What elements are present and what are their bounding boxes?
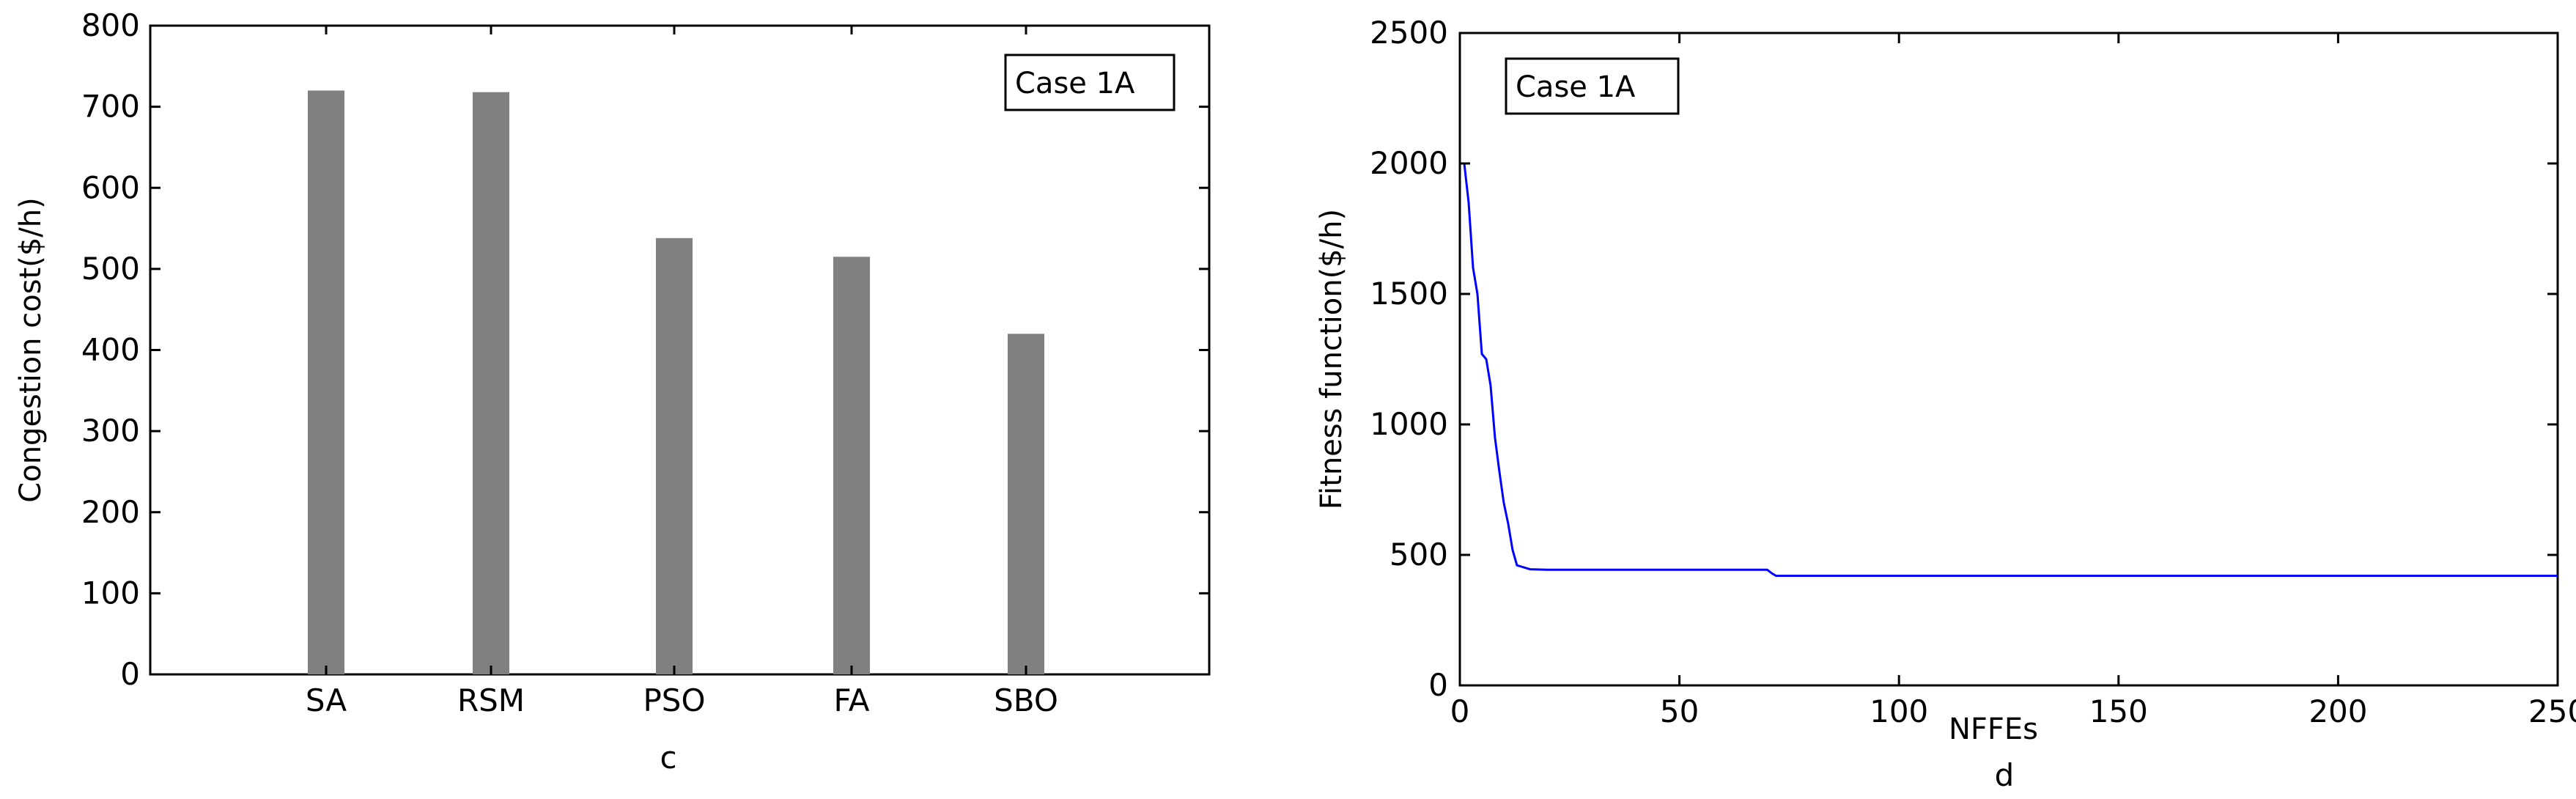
chart-d-x-tick-label: 50 bbox=[1660, 693, 1699, 729]
chart-d-series-line bbox=[1460, 162, 2558, 577]
fitness-function-line-chart: 05010015020025005001000150020002500 Case… bbox=[1315, 15, 2576, 793]
chart-c-y-tick-label: 700 bbox=[81, 89, 140, 125]
chart-d-y-tick-label: 2500 bbox=[1370, 15, 1448, 51]
bar-sbo bbox=[1008, 334, 1044, 674]
chart-c-y-tick-label: 800 bbox=[81, 7, 140, 43]
chart-c-y-axis-label: Congestion cost($/h) bbox=[14, 197, 48, 502]
bar-fa bbox=[833, 257, 870, 674]
chart-d-y-tick-label: 500 bbox=[1390, 537, 1448, 572]
chart-d-x-tick-label: 250 bbox=[2528, 693, 2576, 729]
bar-pso bbox=[656, 238, 693, 674]
chart-c-y-tick-label: 300 bbox=[81, 413, 140, 449]
chart-d-panel-label: d bbox=[1995, 757, 2015, 793]
chart-c-y-tick-label: 100 bbox=[81, 575, 140, 611]
chart-d-y-tick-label: 1500 bbox=[1370, 276, 1448, 312]
chart-c-x-tick-label: RSM bbox=[457, 682, 525, 718]
chart-c-x-tick-label: SBO bbox=[994, 682, 1058, 718]
bar-sa bbox=[308, 90, 344, 674]
chart-d-legend: Case 1A bbox=[1505, 57, 1680, 115]
chart-c-legend: Case 1A bbox=[1004, 54, 1176, 111]
chart-d-x-tick-label: 150 bbox=[2089, 693, 2148, 729]
chart-d-y-tick-label: 2000 bbox=[1370, 145, 1448, 181]
chart-c-y-tick-label: 0 bbox=[120, 656, 140, 692]
chart-c-legend-text: Case 1A bbox=[1015, 67, 1135, 100]
chart-c-y-tick-label: 500 bbox=[81, 251, 140, 287]
chart-d-x-axis-label: NFFEs bbox=[1949, 713, 2038, 746]
chart-c-ticks: SA RSM PSO FA SBO 0 100 200 300 400 500 600 700 800 bbox=[81, 7, 1209, 718]
chart-d-legend-text: Case 1A bbox=[1516, 70, 1636, 104]
chart-c-x-tick-label: PSO bbox=[643, 682, 705, 718]
chart-d-y-axis-label: Fitness function($/h) bbox=[1315, 209, 1348, 509]
chart-c-panel-label: c bbox=[660, 740, 676, 776]
congestion-cost-bar-chart: SA RSM PSO FA SBO 0 100 200 300 400 500 600 700 800 C… bbox=[14, 7, 1211, 776]
chart-c-x-tick-label: SA bbox=[306, 682, 347, 718]
chart-c-y-tick-label: 400 bbox=[81, 332, 140, 368]
chart-d-x-tick-label: 200 bbox=[2309, 693, 2367, 729]
chart-c-legend-box bbox=[1004, 54, 1176, 111]
chart-c-x-tick-label: FA bbox=[833, 682, 869, 718]
chart-d-legend-box bbox=[1505, 57, 1680, 115]
chart-d-y-tick-label: 0 bbox=[1428, 667, 1448, 703]
chart-c-y-tick-label: 200 bbox=[81, 494, 140, 530]
chart-d-ticks: 05010015020025005001000150020002500 bbox=[1370, 15, 2576, 729]
chart-d-x-tick-label: 0 bbox=[1450, 693, 1470, 729]
chart-d-x-tick-label: 100 bbox=[1870, 693, 1928, 729]
chart-d-y-tick-label: 1000 bbox=[1370, 406, 1448, 442]
chart-c-y-tick-label: 600 bbox=[81, 169, 140, 205]
chart-d-axes-box bbox=[1458, 32, 2559, 687]
chart-c-bars bbox=[308, 90, 1044, 674]
bar-rsm bbox=[473, 92, 509, 674]
